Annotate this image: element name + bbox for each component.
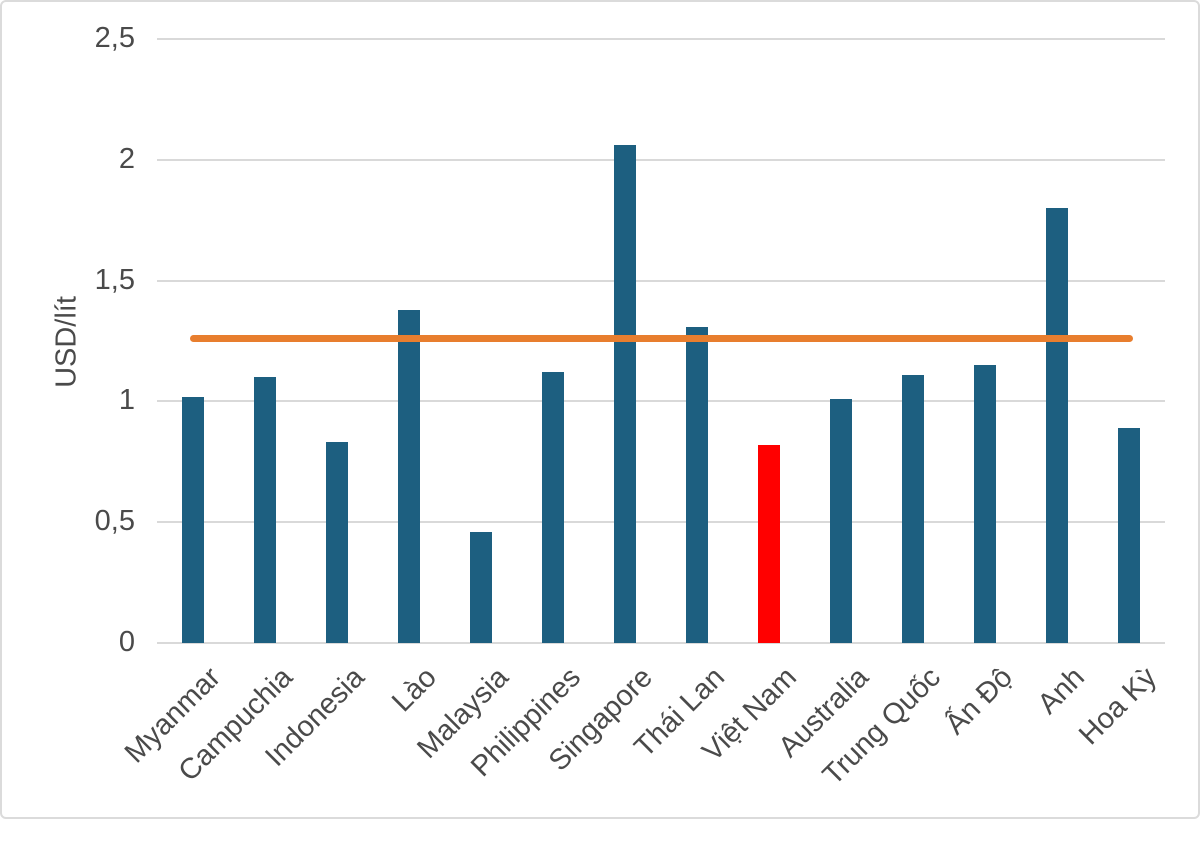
y-tick-label-2,5: 2,5 <box>94 22 135 54</box>
y-tick-label-1,5: 1,5 <box>94 263 135 296</box>
gridline-y-0 <box>157 642 1165 644</box>
chart-area: 0 0,5 1 1,5 2 2,5 USD/lít Myanmar Campuchia Ind… <box>2 2 1200 821</box>
bar-australia <box>830 398 852 643</box>
bar-hoa-kỳ <box>1118 427 1140 643</box>
gridline-y-2 <box>157 158 1165 161</box>
gridline-y-2,5 <box>157 38 1165 40</box>
gridline-y-1 <box>157 400 1165 403</box>
y-tick-label-0,5: 0,5 <box>94 505 135 538</box>
bar-trung-quốc <box>902 374 924 643</box>
gridline-y-0,5 <box>157 521 1165 524</box>
bar-việt-nam <box>758 444 780 643</box>
bar-ấn-độ <box>974 365 996 643</box>
bar-campuchia <box>254 377 276 643</box>
y-tick-label-0: 0 <box>118 626 135 658</box>
bar-thái-lan <box>686 326 708 643</box>
bar-philippines <box>542 372 564 643</box>
y-tick-label-1: 1 <box>118 384 135 417</box>
bar-malaysia <box>470 531 492 643</box>
bar-anh <box>1046 208 1068 643</box>
bar-indonesia <box>326 442 348 643</box>
y-axis-title: USD/lít <box>50 296 83 388</box>
bar-myanmar <box>182 396 204 643</box>
bar-singapore <box>614 145 636 643</box>
gridline-y-1,5 <box>157 279 1165 282</box>
bar-lào <box>398 309 420 643</box>
average-reference-line <box>190 335 1133 343</box>
y-tick-label-2: 2 <box>118 142 135 175</box>
chart-screenshot: { "chart_data": { "type": "bar", "title"… <box>0 0 1200 819</box>
